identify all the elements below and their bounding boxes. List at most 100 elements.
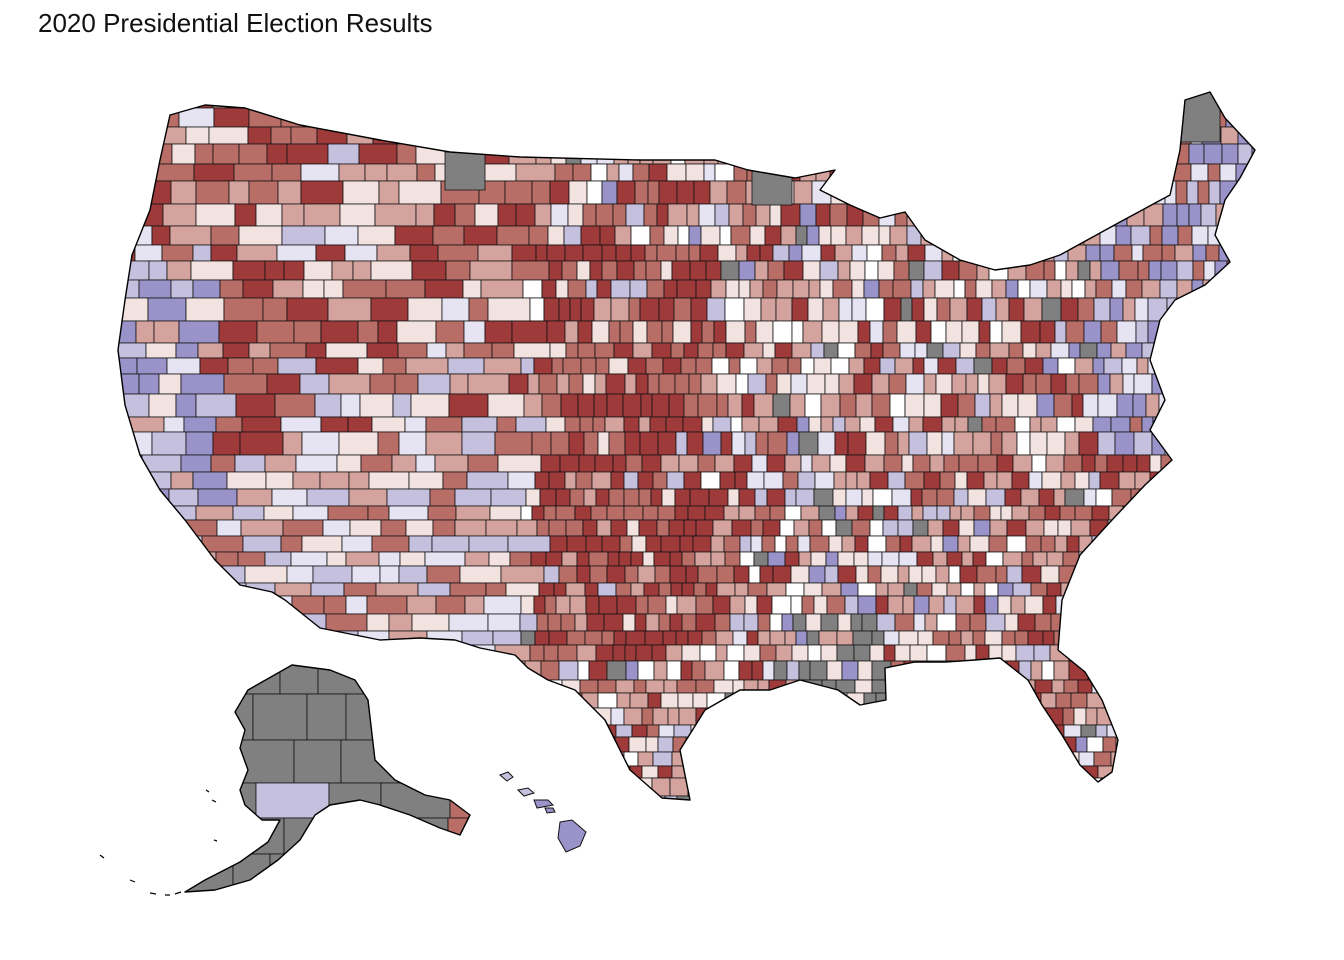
county-cell [1215, 808, 1230, 824]
county-cell [734, 471, 748, 490]
county-cell [832, 279, 853, 299]
county-cell [1142, 736, 1158, 753]
county-cell [524, 808, 536, 824]
county-cell [865, 297, 885, 322]
county-cell [792, 777, 806, 797]
county-cell [935, 565, 950, 584]
county-cell [1148, 505, 1168, 521]
county-cell [1118, 107, 1136, 128]
county-cell [958, 454, 979, 473]
county-cell [511, 260, 550, 281]
county-cell [723, 660, 740, 681]
county-cell [549, 751, 563, 767]
county-cell [991, 724, 1012, 738]
county-cell [1185, 535, 1206, 553]
county-cell [995, 107, 1016, 128]
county-cell [563, 225, 582, 246]
county-cell [1155, 535, 1174, 553]
county-cell [667, 707, 680, 726]
county-cell [303, 203, 341, 227]
borough-cell [185, 782, 217, 819]
county-cell [1001, 431, 1018, 456]
county-cell [875, 736, 894, 753]
county-cell [1070, 107, 1090, 128]
county-cell [1195, 660, 1209, 681]
county-cell [988, 373, 1007, 395]
county-cell [1106, 454, 1124, 473]
county-cell [1245, 320, 1255, 344]
county-cell [932, 630, 950, 646]
county-cell [1140, 808, 1154, 824]
county-cell [628, 736, 647, 753]
county-cell [646, 724, 660, 738]
county-cell [835, 519, 853, 537]
county-cell [644, 244, 658, 262]
county-cell [680, 660, 693, 681]
county-cell [550, 431, 570, 456]
county-cell [164, 707, 186, 726]
county-cell [445, 260, 471, 281]
county-cell [873, 765, 889, 779]
county-cell [757, 679, 770, 694]
county-cell [425, 707, 453, 726]
county-cell [228, 613, 261, 632]
county-cell [1011, 505, 1030, 521]
county-cell [829, 163, 845, 182]
county-cell [424, 551, 466, 567]
county-cell [900, 297, 913, 322]
county-cell [594, 373, 607, 395]
county-cell [264, 260, 285, 281]
county-cell [511, 244, 537, 262]
county-cell [789, 143, 804, 165]
county-cell [1193, 373, 1213, 395]
county-cell [601, 244, 617, 262]
county-cell [1121, 357, 1138, 375]
county-cell [1182, 751, 1196, 767]
county-cell [548, 765, 566, 779]
county-cell [1028, 107, 1042, 128]
county-cell [223, 297, 264, 322]
county-cell [1188, 203, 1202, 227]
county-cell [447, 357, 485, 375]
county-cell [739, 357, 758, 375]
county-cell [981, 297, 997, 322]
county-cell [1195, 724, 1215, 738]
county-cell [1251, 126, 1255, 145]
county-cell [1084, 203, 1099, 227]
county-cell [984, 582, 999, 597]
county-cell [582, 203, 597, 227]
county-cell [380, 692, 408, 709]
county-cell [1050, 373, 1067, 395]
county-cell [964, 644, 977, 662]
county-cell [832, 707, 848, 726]
county-cell [1138, 777, 1153, 797]
county-cell [773, 143, 791, 165]
county-cell [1229, 416, 1250, 433]
county-cell [594, 777, 609, 797]
county-cell [1007, 260, 1027, 281]
county-cell [1239, 660, 1255, 681]
county-cell [1054, 320, 1067, 344]
county-cell [598, 595, 618, 615]
county-cell [928, 595, 945, 615]
county-cell [535, 736, 556, 753]
county-cell [914, 724, 928, 738]
county-cell [949, 505, 962, 521]
county-cell [463, 225, 498, 246]
county-cell [797, 535, 811, 553]
county-cell [802, 260, 821, 281]
county-cell [823, 777, 844, 797]
county-cell [483, 163, 517, 182]
county-cell [281, 203, 305, 227]
county-cell [158, 751, 187, 767]
county-cell [772, 244, 790, 262]
county-cell [851, 244, 868, 262]
county-cell [1136, 595, 1154, 615]
county-cell [946, 660, 962, 681]
county-cell [846, 707, 866, 726]
county-cell [363, 92, 403, 109]
county-cell [736, 92, 757, 109]
county-cell [233, 163, 273, 182]
county-cell [787, 795, 804, 800]
county-cell [744, 795, 760, 800]
